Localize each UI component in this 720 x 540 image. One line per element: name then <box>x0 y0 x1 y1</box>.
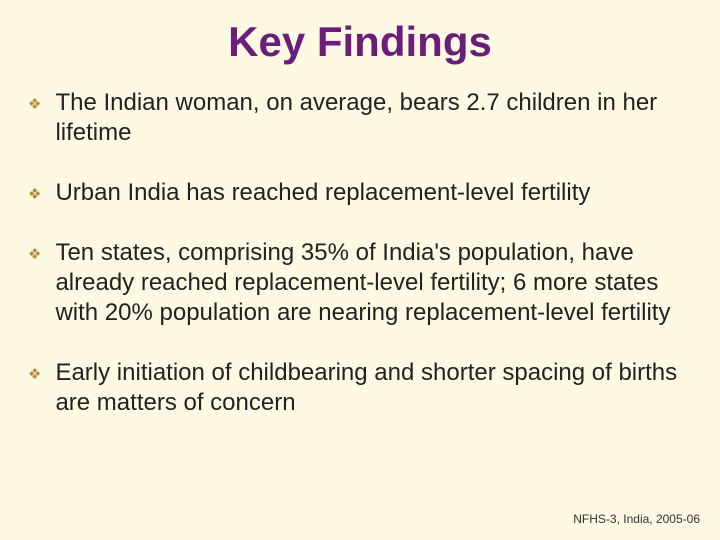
slide-container: Key Findings ❖ The Indian woman, on aver… <box>0 0 720 540</box>
findings-list: ❖ The Indian woman, on average, bears 2.… <box>28 88 692 418</box>
footer-citation: NFHS-3, India, 2005-06 <box>573 512 700 526</box>
bullet-text: Ten states, comprising 35% of India's po… <box>55 238 692 328</box>
diamond-bullet-icon: ❖ <box>28 96 41 115</box>
list-item: ❖ Early initiation of childbearing and s… <box>28 358 692 418</box>
bullet-text: Early initiation of childbearing and sho… <box>55 358 692 418</box>
diamond-bullet-icon: ❖ <box>28 246 41 265</box>
list-item: ❖ Urban India has reached replacement-le… <box>28 178 692 208</box>
page-title: Key Findings <box>28 18 692 66</box>
diamond-bullet-icon: ❖ <box>28 366 41 385</box>
bullet-text: Urban India has reached replacement-leve… <box>55 178 692 208</box>
list-item: ❖ Ten states, comprising 35% of India's … <box>28 238 692 328</box>
list-item: ❖ The Indian woman, on average, bears 2.… <box>28 88 692 148</box>
bullet-text: The Indian woman, on average, bears 2.7 … <box>55 88 692 148</box>
diamond-bullet-icon: ❖ <box>28 186 41 205</box>
